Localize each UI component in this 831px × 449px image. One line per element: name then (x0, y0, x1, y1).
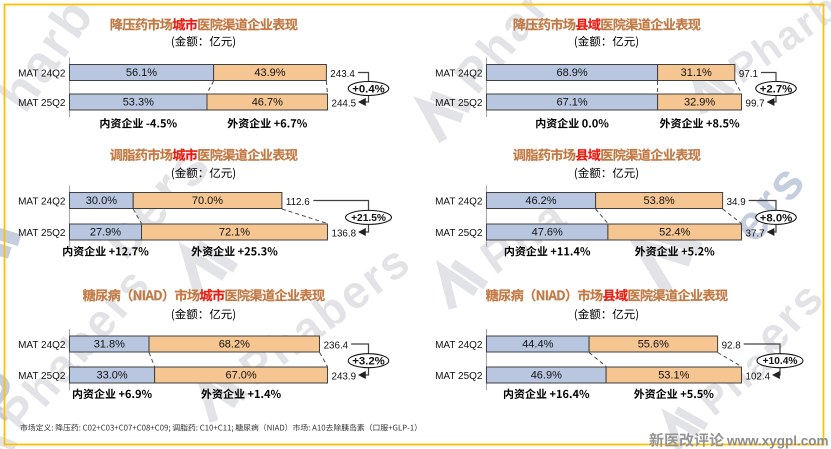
svg-text:+21.5%: +21.5% (351, 213, 386, 224)
svg-text:MAT 25Q2: MAT 25Q2 (435, 228, 483, 239)
svg-text:37.7: 37.7 (746, 228, 765, 239)
svg-text:68.2%: 68.2% (219, 339, 250, 351)
svg-text:99.7: 99.7 (746, 98, 765, 109)
svg-text:92.8: 92.8 (722, 340, 742, 351)
svg-text:43.9%: 43.9% (254, 67, 285, 79)
svg-text:+2.7%: +2.7% (760, 83, 793, 95)
svg-text:46.2%: 46.2% (525, 195, 556, 207)
svg-text:56.1%: 56.1% (126, 67, 157, 79)
svg-text:72.1%: 72.1% (219, 227, 250, 239)
svg-text:MAT 24Q2: MAT 24Q2 (435, 68, 483, 79)
svg-text:243.9: 243.9 (332, 371, 357, 382)
svg-text:MAT 24Q2: MAT 24Q2 (435, 340, 483, 351)
svg-text:MAT 24Q2: MAT 24Q2 (18, 68, 66, 79)
svg-text:+0.4%: +0.4% (352, 83, 385, 95)
svg-text:46.7%: 46.7% (252, 97, 283, 109)
svg-text:236.4: 236.4 (324, 340, 349, 351)
svg-text:33.0%: 33.0% (96, 370, 127, 382)
svg-text:+3.2%: +3.2% (352, 356, 385, 368)
svg-text:31.1%: 31.1% (681, 67, 712, 79)
svg-text:46.9%: 46.9% (531, 370, 562, 382)
svg-text:53.8%: 53.8% (643, 195, 674, 207)
svg-text:52.4%: 52.4% (659, 227, 690, 239)
svg-text:97.1: 97.1 (739, 69, 758, 80)
svg-text:MAT 25Q2: MAT 25Q2 (435, 98, 483, 109)
svg-text:27.9%: 27.9% (90, 227, 121, 239)
svg-text:+8.0%: +8.0% (760, 212, 793, 224)
svg-text:55.6%: 55.6% (638, 339, 669, 351)
svg-text:+10.4%: +10.4% (763, 356, 798, 367)
svg-text:MAT 24Q2: MAT 24Q2 (18, 196, 66, 207)
svg-text:MAT 24Q2: MAT 24Q2 (435, 196, 483, 207)
svg-text:34.9: 34.9 (727, 197, 746, 208)
svg-text:67.1%: 67.1% (556, 97, 587, 109)
svg-text:32.9%: 32.9% (684, 97, 715, 109)
svg-text:44.4%: 44.4% (522, 339, 553, 351)
svg-text:244.5: 244.5 (332, 98, 357, 109)
svg-text:MAT 25Q2: MAT 25Q2 (18, 98, 66, 109)
svg-text:112.6: 112.6 (286, 197, 310, 208)
svg-text:47.6%: 47.6% (532, 227, 563, 239)
svg-text:www.xygpl.com: www.xygpl.com (726, 434, 829, 449)
svg-text:67.0%: 67.0% (225, 370, 256, 382)
svg-text:MAT 25Q2: MAT 25Q2 (18, 371, 66, 382)
svg-text:30.0%: 30.0% (86, 195, 117, 207)
svg-text:243.4: 243.4 (330, 69, 355, 80)
svg-text:53.1%: 53.1% (658, 370, 689, 382)
svg-text:MAT 24Q2: MAT 24Q2 (18, 340, 66, 351)
svg-text:MAT 25Q2: MAT 25Q2 (18, 228, 66, 239)
svg-text:70.0%: 70.0% (192, 195, 223, 207)
svg-text:MAT 25Q2: MAT 25Q2 (435, 371, 483, 382)
svg-text:53.3%: 53.3% (123, 97, 154, 109)
svg-text:31.8%: 31.8% (94, 339, 125, 351)
svg-text:68.9%: 68.9% (556, 67, 587, 79)
svg-text:136.8: 136.8 (332, 228, 357, 239)
svg-text:102.4: 102.4 (746, 371, 771, 382)
